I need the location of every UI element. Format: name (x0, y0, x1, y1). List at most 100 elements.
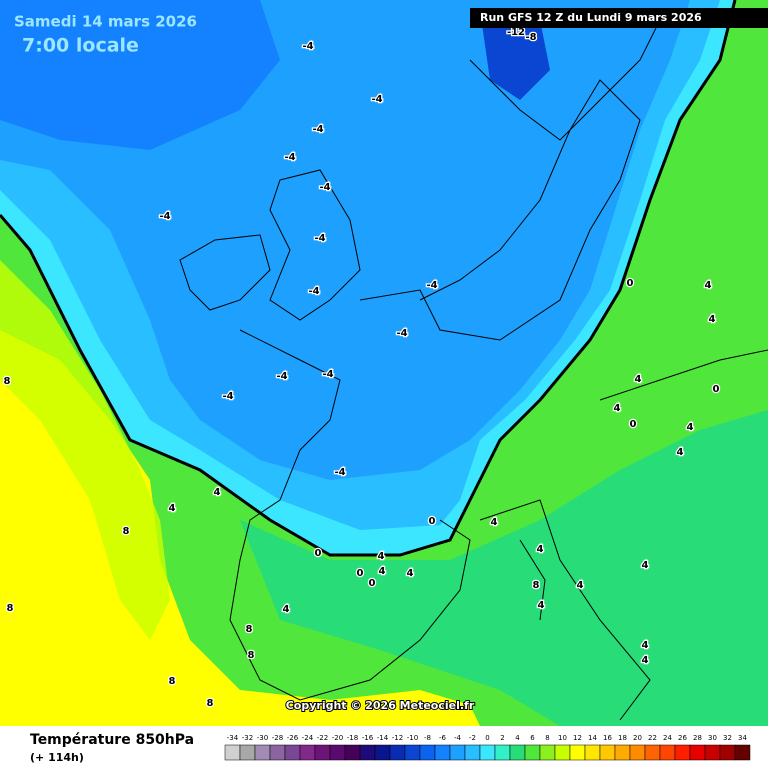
contour-label: -4 (276, 371, 287, 382)
legend-label: 26 (678, 734, 687, 742)
legend-swatch (614, 744, 631, 761)
legend-label: 18 (618, 734, 627, 742)
contour-label: -4 (371, 94, 382, 105)
legend-swatch (404, 744, 421, 761)
legend-label: 4 (515, 734, 520, 742)
legend-swatch (359, 744, 376, 761)
legend-swatch (599, 744, 616, 761)
valid-time: 7:00 locale (22, 35, 139, 57)
contour-label: 4 (705, 280, 712, 291)
legend-swatch (479, 744, 496, 761)
contour-label: -4 (312, 124, 323, 135)
contour-label: -4 (314, 233, 325, 244)
legend-swatch (314, 744, 331, 761)
contour-label: 4 (169, 503, 176, 514)
legend-label: -8 (424, 734, 431, 742)
legend-swatch (509, 744, 526, 761)
contour-label: -4 (426, 280, 437, 291)
contour-label: -4 (159, 211, 170, 222)
legend-label: 20 (633, 734, 642, 742)
contour-label: -4 (396, 328, 407, 339)
contour-label: 8 (7, 603, 14, 614)
legend-label: -6 (439, 734, 447, 742)
coldest-zone (480, 10, 550, 100)
legend-label: 2 (500, 734, 504, 742)
legend-label: -10 (407, 734, 418, 742)
legend-label: -22 (317, 734, 328, 742)
contour-label: 8 (4, 376, 11, 387)
contour-label: 4 (378, 551, 385, 562)
coastlines (179, 19, 768, 721)
contour-label: 4 (491, 517, 498, 528)
legend-label: 8 (545, 734, 549, 742)
colder-zone (0, 0, 280, 150)
contour-labels: -4-4-4-4-4-4-4-4-4-4-4 -4-4-4-12 -80000000… (2, 26, 721, 711)
legend-swatch (434, 744, 451, 761)
legend-swatch (284, 744, 301, 761)
legend-swatch (689, 744, 706, 761)
legend-swatch (344, 744, 361, 761)
legend-label: 6 (530, 734, 535, 742)
contour-label: 0 (627, 278, 634, 289)
contour-label: -4 (334, 467, 345, 478)
contour-label: -4 (322, 369, 333, 380)
contour-label: 4 (214, 487, 221, 498)
contour-label: 4 (687, 422, 694, 433)
green-zone (240, 410, 768, 726)
run-banner (470, 8, 768, 28)
zero-isotherm (0, 0, 737, 557)
legend-swatch (419, 744, 436, 761)
legend-label: -12 (392, 734, 403, 742)
contour-label: -4 (302, 41, 313, 52)
legend-swatch (644, 744, 661, 761)
contour-label: 4 (614, 403, 621, 414)
legend-swatch (494, 744, 511, 761)
copyright: Copyright © 2026 Meteociel.fr (286, 699, 475, 712)
legend-swatch (464, 744, 481, 761)
contour-label: -4 (308, 286, 319, 297)
lead-time: (+ 114h) (30, 751, 84, 764)
contour-label: -12 (507, 27, 525, 38)
legend-swatch (224, 744, 241, 761)
contour-label: 4 (642, 640, 649, 651)
legend-label: -26 (287, 734, 299, 742)
contour-label: 8 (207, 698, 214, 709)
legend-label: -30 (257, 734, 268, 742)
legend-swatch (449, 744, 466, 761)
legend-label: -14 (377, 734, 389, 742)
contour-label: 4 (642, 560, 649, 571)
contour-label: 0 (713, 384, 720, 395)
contour-label: 0 (357, 568, 364, 579)
contour-label: 4 (283, 604, 290, 615)
legend-label: -32 (242, 734, 253, 742)
contour-label: 4 (642, 655, 649, 666)
contour-label: 4 (538, 600, 545, 611)
legend-label: 22 (648, 734, 657, 742)
contour-label: 4 (577, 580, 584, 591)
legend-label: 24 (663, 734, 672, 742)
contour-label: 0 (315, 548, 322, 559)
legend-swatch (389, 744, 406, 761)
legend-swatch (539, 744, 556, 761)
map: -4-4-4-4-4-4-4-4-4-4-4 -4-4-4-12 -80000000… (0, 0, 768, 726)
lime-zone (0, 260, 170, 640)
legend-swatch (374, 744, 391, 761)
contour-label: 0 (630, 419, 637, 430)
legend-label: -20 (332, 734, 343, 742)
legend-label: 28 (693, 734, 702, 742)
legend-label: -24 (302, 734, 314, 742)
contour-label: 0 (369, 578, 376, 589)
legend-swatch (524, 744, 541, 761)
legend-swatch (674, 744, 691, 761)
legend-label: -4 (454, 734, 462, 742)
contour-label: 4 (635, 374, 642, 385)
contour-label: -4 (319, 182, 330, 193)
legend-swatch (629, 744, 646, 761)
legend-label: -2 (469, 734, 476, 742)
contour-label: 8 (246, 624, 253, 635)
contour-label: 4 (379, 566, 386, 577)
contour-label: 4 (407, 568, 414, 579)
legend-label: 32 (723, 734, 732, 742)
legend-swatch (299, 744, 316, 761)
legend-label: 34 (738, 734, 747, 742)
